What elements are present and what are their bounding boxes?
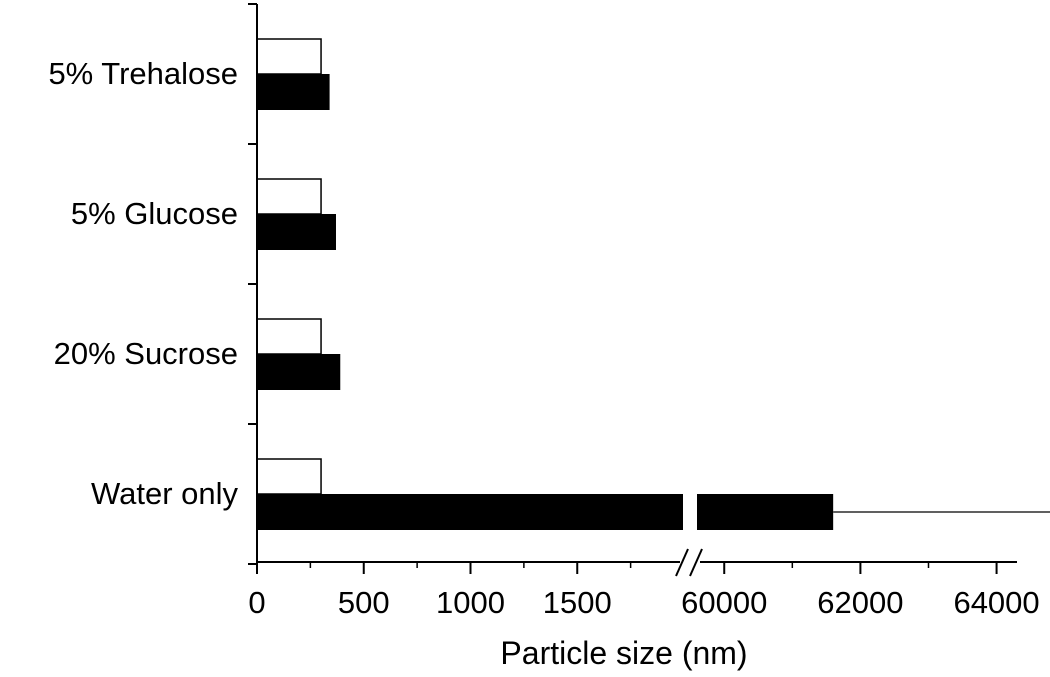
bar-filled bbox=[257, 354, 341, 390]
category-label: Water only bbox=[91, 476, 239, 511]
bar-outline bbox=[256, 458, 322, 495]
category-label: 5% Trehalose bbox=[48, 56, 238, 91]
category-label: 5% Glucose bbox=[71, 196, 238, 231]
x-axis-title: Particle size (nm) bbox=[500, 635, 747, 671]
x-tick-label: 500 bbox=[338, 585, 390, 620]
bar-outline bbox=[256, 318, 322, 355]
bar-filled bbox=[257, 214, 336, 250]
axes-layer bbox=[248, 3, 1017, 577]
x-tick-label: 62000 bbox=[817, 585, 903, 620]
bar-filled-part2 bbox=[697, 494, 834, 530]
x-tick-label: 60000 bbox=[681, 585, 767, 620]
x-tick-label: 1500 bbox=[543, 585, 612, 620]
bar-filled bbox=[257, 74, 330, 110]
axis-break-mark bbox=[675, 548, 689, 577]
x-tick-label: 0 bbox=[248, 585, 265, 620]
bar-outline bbox=[256, 178, 322, 215]
bar-outline bbox=[256, 38, 322, 75]
category-label: 20% Sucrose bbox=[54, 336, 238, 371]
axis-break-mark bbox=[689, 548, 703, 577]
x-tick-label: 1000 bbox=[436, 585, 505, 620]
x-tick-label: 64000 bbox=[953, 585, 1039, 620]
labels-layer: 5% Trehalose 5% Glucose 20% Sucrose Water o… bbox=[48, 56, 1039, 620]
bar-filled-part1 bbox=[257, 494, 683, 530]
bars-layer bbox=[256, 38, 1050, 530]
